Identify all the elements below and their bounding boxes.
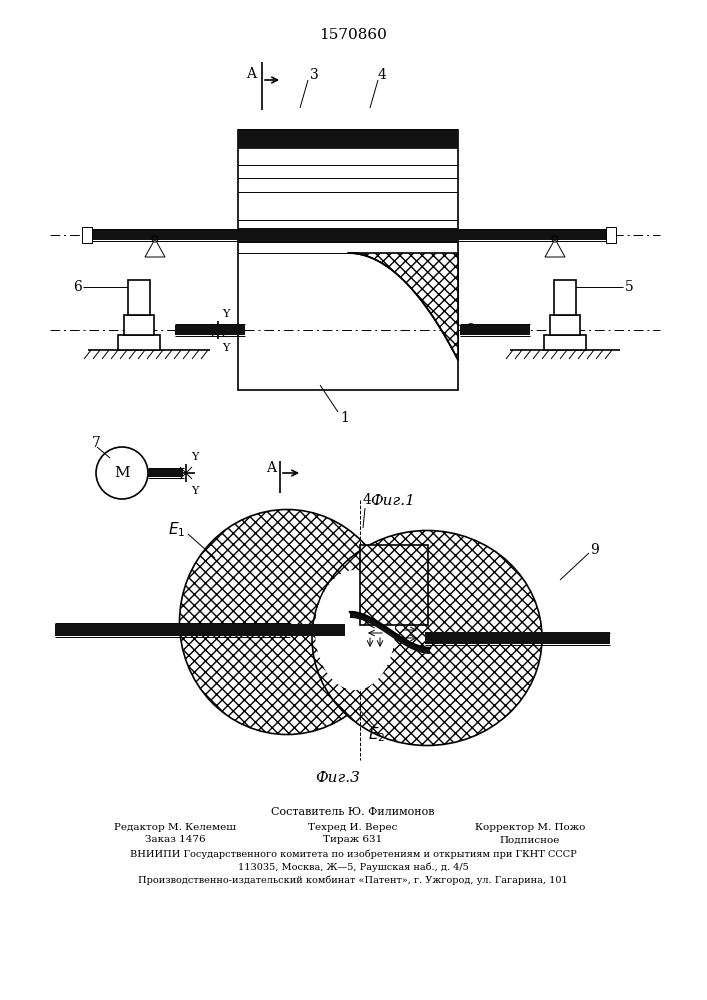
Text: Y: Y — [191, 486, 199, 496]
Polygon shape — [145, 239, 165, 257]
Text: Тираж 631: Тираж 631 — [323, 836, 382, 844]
Text: Производственно-издательский комбинат «Патент», г. Ужгород, ул. Гагарина, 101: Производственно-издательский комбинат «П… — [138, 875, 568, 885]
Bar — [55, 624, 345, 636]
Bar — [148, 469, 183, 477]
Bar — [360, 545, 428, 625]
Text: Y: Y — [222, 343, 229, 353]
Bar — [238, 130, 458, 148]
Polygon shape — [545, 239, 565, 257]
Bar — [606, 227, 616, 243]
Text: 3: 3 — [310, 68, 319, 82]
Bar — [544, 335, 586, 350]
Text: 4: 4 — [363, 493, 372, 507]
Text: A: A — [246, 67, 256, 81]
Bar — [554, 280, 576, 315]
Bar — [118, 335, 160, 350]
Bar — [458, 230, 608, 240]
Text: 2: 2 — [466, 323, 474, 337]
Bar — [238, 228, 458, 242]
Text: 6: 6 — [73, 280, 82, 294]
Ellipse shape — [315, 570, 395, 690]
Polygon shape — [350, 612, 430, 654]
Ellipse shape — [180, 510, 395, 734]
Text: ВНИИПИ Государственного комитета по изобретениям и открытиям при ГКНТ СССР: ВНИИПИ Государственного комитета по изоб… — [129, 849, 576, 859]
Text: M: M — [115, 466, 130, 480]
Bar — [425, 632, 610, 644]
Text: 1: 1 — [340, 411, 349, 425]
Bar — [238, 130, 458, 390]
Text: $E_2$: $E_2$ — [368, 726, 385, 744]
Ellipse shape — [312, 530, 542, 746]
Text: Y: Y — [191, 452, 199, 462]
Text: 9: 9 — [590, 543, 599, 557]
Text: Фиг.3: Фиг.3 — [315, 771, 360, 785]
Text: 4: 4 — [378, 68, 387, 82]
Polygon shape — [348, 253, 458, 360]
Text: 7: 7 — [92, 436, 101, 450]
Bar — [82, 227, 92, 243]
Text: 113035, Москва, Ж—5, Раушская наб., д. 4/5: 113035, Москва, Ж—5, Раушская наб., д. 4… — [238, 862, 468, 872]
Text: Техред И. Верес: Техред И. Верес — [308, 822, 397, 832]
Bar — [175, 325, 245, 335]
Bar — [88, 230, 238, 240]
Text: A: A — [266, 461, 276, 475]
Text: 1570860: 1570860 — [319, 28, 387, 42]
Text: Подписное: Подписное — [500, 836, 560, 844]
Text: Заказ 1476: Заказ 1476 — [145, 836, 205, 844]
Bar — [460, 325, 530, 335]
Text: 5: 5 — [625, 280, 633, 294]
Bar — [124, 315, 154, 335]
Text: Составитель Ю. Филимонов: Составитель Ю. Филимонов — [271, 807, 435, 817]
Text: Редактор М. Келемеш: Редактор М. Келемеш — [114, 822, 236, 832]
Text: $E_1$: $E_1$ — [168, 521, 185, 539]
Text: Y: Y — [222, 309, 229, 319]
Bar — [550, 315, 580, 335]
Text: Фиг.1: Фиг.1 — [370, 494, 415, 508]
Bar — [128, 280, 150, 315]
Text: Корректор М. Пожо: Корректор М. Пожо — [475, 822, 585, 832]
